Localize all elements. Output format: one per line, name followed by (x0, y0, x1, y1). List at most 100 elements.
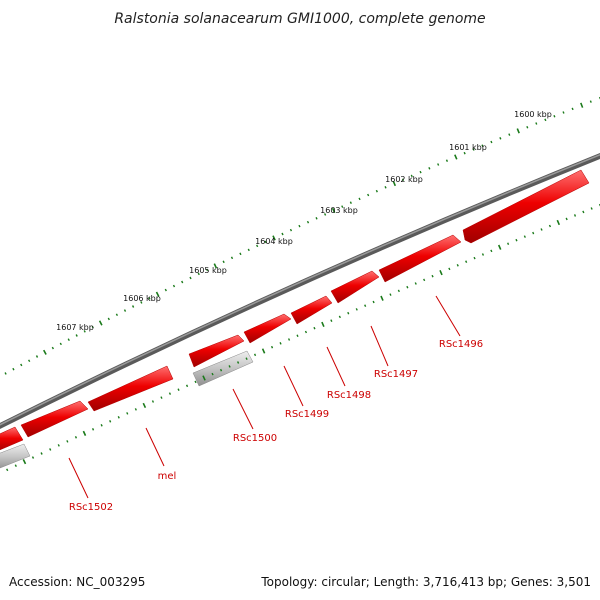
inner-minor-tick (228, 365, 231, 368)
inner-minor-tick (397, 289, 400, 293)
outer-minor-tick (298, 224, 301, 228)
inner-minor-tick (364, 304, 367, 307)
outer-minor-tick (247, 248, 250, 252)
inner-minor-tick (194, 380, 197, 384)
gene-rsc1502[interactable] (20, 400, 89, 438)
inner-major-tick (380, 295, 384, 301)
outer-minor-tick (463, 151, 466, 155)
inner-minor-tick (40, 452, 43, 455)
feature-grey-2[interactable] (0, 443, 31, 470)
inner-minor-tick (6, 468, 9, 472)
gene-labels: RSc1496 RSc1497 RSc1498 RSc1499 RSc1500 … (69, 339, 483, 513)
inner-minor-tick (431, 274, 434, 278)
inner-minor-tick (57, 444, 60, 447)
outer-major-tick (42, 349, 47, 355)
inner-minor-tick (134, 408, 137, 411)
outer-minor-tick (67, 338, 70, 342)
inner-minor-tick (74, 436, 78, 439)
outer-major-tick (272, 235, 276, 241)
scale-label-1600: 1600 kbp (514, 110, 552, 119)
outer-minor-tick (481, 144, 484, 147)
scale-labels: 1600 kbp 1601 kbp 1602 kbp 1603 kbp 1604… (56, 110, 552, 332)
gene-label-rsc1496[interactable]: RSc1496 (439, 339, 483, 350)
outer-major-tick (516, 128, 520, 134)
outer-minor-tick (83, 330, 86, 333)
gene-mel[interactable] (87, 365, 174, 412)
feature-grey-1[interactable] (192, 350, 254, 387)
inner-major-tick (22, 459, 27, 465)
outer-minor-tick (323, 213, 327, 216)
gene-rsc1503[interactable] (0, 426, 24, 452)
inner-minor-tick (565, 217, 568, 221)
inner-minor-tick (582, 210, 585, 214)
outer-minor-tick (172, 284, 176, 288)
inner-minor-tick (177, 388, 180, 391)
scale-label-1607: 1607 kbp (56, 323, 94, 332)
gene-rsc1499[interactable] (290, 295, 333, 325)
gene-rsc1496[interactable] (462, 169, 590, 244)
outer-minor-tick (12, 367, 15, 371)
gene-rsc1497[interactable] (378, 234, 462, 283)
outer-minor-tick (341, 205, 344, 208)
outer-minor-tick (91, 325, 94, 329)
outer-minor-tick (410, 174, 413, 178)
outer-minor-tick (107, 317, 110, 321)
outer-minor-tick (222, 260, 225, 264)
outer-minor-tick (472, 148, 475, 151)
outer-minor-tick (264, 240, 267, 244)
scale-label-1603: 1603 kbp (320, 206, 358, 215)
inner-major-tick (261, 348, 266, 354)
outer-minor-tick (349, 201, 352, 204)
outer-minor-tick (508, 133, 511, 136)
gene-label-rsc1502[interactable]: RSc1502 (69, 502, 113, 513)
inner-minor-tick (126, 412, 129, 415)
inner-minor-tick (270, 345, 274, 349)
inner-minor-tick (330, 319, 333, 322)
inner-major-tick (82, 430, 87, 436)
inner-minor-tick (573, 214, 577, 217)
gene-rsc1498[interactable] (330, 270, 380, 304)
gene-label-rsc1498[interactable]: RSc1498 (327, 390, 371, 401)
gene-label-rsc1499[interactable]: RSc1499 (285, 409, 329, 420)
genome-backbone (0, 153, 600, 430)
outer-minor-tick (281, 232, 284, 236)
outer-minor-tick (384, 186, 387, 189)
outer-minor-tick (428, 167, 431, 170)
inner-minor-tick (473, 256, 476, 260)
outer-minor-tick (205, 268, 209, 272)
inner-major-tick (497, 244, 502, 250)
outer-minor-tick (4, 372, 7, 375)
inner-minor-tick (185, 384, 189, 388)
inner-minor-tick (296, 334, 299, 338)
gene-rsc1501[interactable] (188, 334, 245, 368)
gene-rsc1500[interactable] (243, 313, 292, 344)
outer-minor-tick (367, 193, 370, 197)
gene-label-rsc1497[interactable]: RSc1497 (374, 369, 418, 380)
outer-minor-tick (419, 170, 422, 174)
outer-minor-tick (358, 197, 361, 201)
inner-minor-tick (245, 357, 248, 361)
gene-label-mel[interactable]: mel (158, 471, 177, 482)
inner-minor-tick (490, 249, 493, 253)
outer-major-tick (331, 207, 336, 214)
inner-minor-tick (548, 224, 552, 228)
inner-minor-tick (481, 253, 485, 256)
gene-label-rsc1500[interactable]: RSc1500 (233, 433, 277, 444)
outer-minor-tick (197, 272, 200, 276)
outer-major-tick (454, 154, 458, 160)
inner-minor-tick (109, 420, 112, 423)
inner-minor-tick (372, 300, 375, 304)
inner-minor-tick (253, 353, 257, 357)
inner-major-tick (439, 269, 443, 276)
outer-minor-tick (35, 355, 39, 358)
inner-minor-tick (355, 308, 358, 311)
inner-minor-tick (211, 372, 214, 376)
gene-track (0, 169, 590, 470)
outer-minor-tick (289, 228, 293, 232)
outer-minor-tick (148, 296, 151, 300)
scale-label-1602: 1602 kbp (385, 175, 423, 184)
outer-minor-tick (571, 107, 574, 111)
outer-minor-tick (526, 125, 529, 129)
